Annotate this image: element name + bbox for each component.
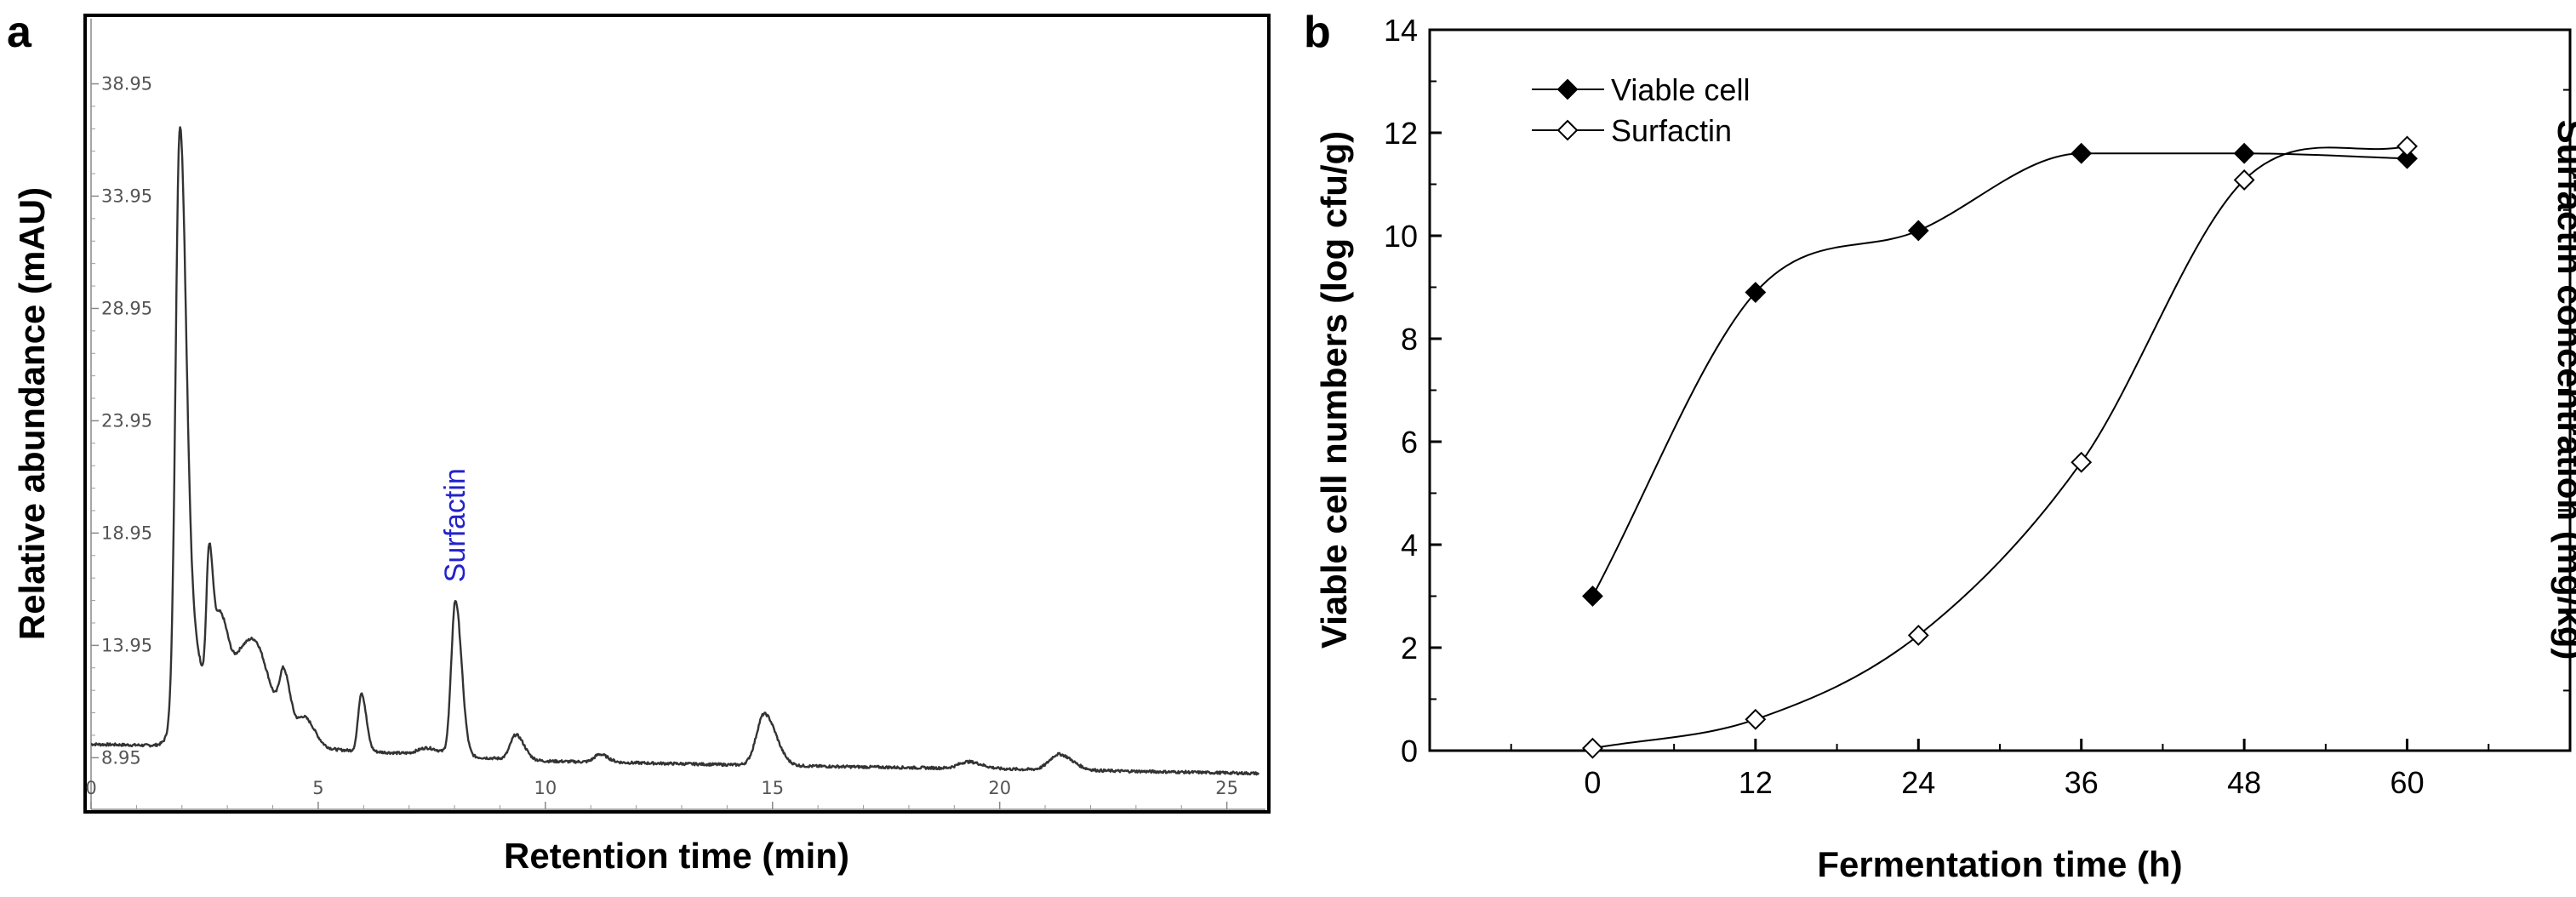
surfactin-marker-12h xyxy=(1745,708,1767,730)
legend-marker-surfactin xyxy=(1556,119,1579,141)
x-tick-label-20: 20 xyxy=(988,778,1011,798)
surfactin-marker-0h xyxy=(1582,737,1603,759)
y-tick-label-23-95: 23.95 xyxy=(101,410,152,431)
surfactin-peak-label: Surfactin xyxy=(439,468,471,582)
viable-cell-marker-24h xyxy=(1907,220,1929,242)
legend-marker-viable-cell xyxy=(1556,78,1579,100)
relative-abundance-axis-title: Relative abundance (mAU) xyxy=(12,187,52,640)
legend-label-viable-cell: Viable cell xyxy=(1611,72,1750,107)
left-y-tick-label-6: 6 xyxy=(1401,425,1418,460)
left-y-tick-label-0: 0 xyxy=(1401,734,1418,768)
x-tick-label-25: 25 xyxy=(1215,778,1238,798)
viable-cell-marker-36h xyxy=(2071,142,2093,164)
x-tick-label-0: 0 xyxy=(1584,765,1601,800)
x-tick-label-15: 15 xyxy=(761,778,784,798)
chromatogram-frame xyxy=(83,14,1271,814)
left-y-tick-label-10: 10 xyxy=(1384,219,1418,254)
fermentation-plot-frame xyxy=(1428,28,2572,752)
surfactin-marker-24h xyxy=(1907,625,1929,646)
y-tick-label-8-95: 8.95 xyxy=(101,747,141,768)
surfactin-marker-36h xyxy=(2071,451,2093,473)
chromatogram-trace xyxy=(90,126,1260,776)
left-y-tick-label-2: 2 xyxy=(1401,631,1418,666)
x-tick-label-12: 12 xyxy=(1739,765,1773,800)
fermentation-time-axis-title: Fermentation time (h) xyxy=(1817,844,2182,884)
viable-cell-marker-12h xyxy=(1745,282,1767,303)
viable-cell-marker-48h xyxy=(2233,142,2255,164)
x-tick-label-10: 10 xyxy=(534,778,557,798)
surfactin-marker-48h xyxy=(2233,169,2255,191)
chromatogram-panel: a 8.95 13.95 18.95 23.95 28.95 33.95 38.95 0 5 10… xyxy=(7,8,1271,876)
chromatogram-axes xyxy=(90,19,1265,810)
x-tick-label-24: 24 xyxy=(1901,765,1935,800)
chart-legend: Viable cell Surfactin xyxy=(1532,72,1750,148)
viable-cell-marker-0h xyxy=(1582,586,1603,607)
x-tick-label-60: 60 xyxy=(2390,765,2425,800)
y-tick-label-18-95: 18.95 xyxy=(101,523,152,543)
chromatogram-tick-labels: 8.95 13.95 18.95 23.95 28.95 33.95 38.95 0 5 10 15… xyxy=(85,74,1238,798)
x-tick-label-48: 48 xyxy=(2227,765,2261,800)
y-tick-label-13-95: 13.95 xyxy=(101,635,152,655)
panel-a-letter: a xyxy=(7,8,32,57)
x-tick-label-36: 36 xyxy=(2065,765,2099,800)
surfactin-marker-60h xyxy=(2396,135,2418,157)
fermentation-axes: 02468101214010203040506001224364860 xyxy=(1384,13,2570,800)
y-tick-label-38-95: 38.95 xyxy=(101,74,152,94)
left-y-tick-label-12: 12 xyxy=(1384,116,1418,151)
viable-cell-series-line xyxy=(1591,152,2408,597)
viable-cell-axis-title: Viable cell numbers (log cfu/g) xyxy=(1314,131,1354,648)
fermentation-panel: b 02468101214010203040506001224364860 Vi… xyxy=(1304,8,2576,884)
viable-cell-marker-60h xyxy=(2396,147,2418,169)
surfactin-concentration-axis-title: Surfactin concentration (mg/kg) xyxy=(2550,120,2576,660)
left-y-tick-label-14: 14 xyxy=(1384,13,1418,48)
panel-b-letter: b xyxy=(1304,8,1331,57)
y-tick-label-33-95: 33.95 xyxy=(101,186,152,206)
x-tick-label-0: 0 xyxy=(85,778,96,798)
retention-time-axis-title: Retention time (min) xyxy=(504,836,849,876)
x-tick-label-5: 5 xyxy=(312,778,323,798)
surfactin-series-line xyxy=(1592,145,2408,750)
left-y-tick-label-8: 8 xyxy=(1401,322,1418,357)
series-markers xyxy=(1582,135,2418,759)
left-y-tick-label-4: 4 xyxy=(1401,528,1418,563)
y-tick-label-28-95: 28.95 xyxy=(101,298,152,318)
legend-label-surfactin: Surfactin xyxy=(1611,113,1732,148)
